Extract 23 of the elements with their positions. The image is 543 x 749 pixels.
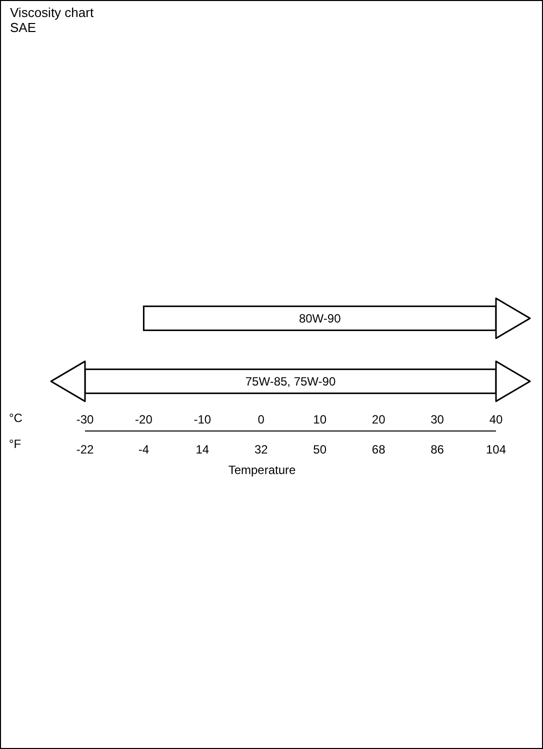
x-tick-label: -10 [194, 412, 212, 427]
x2-tick-label: 86 [430, 442, 444, 457]
x2-tick-label: 104 [486, 442, 506, 457]
chart-subtitle: SAE [10, 20, 38, 35]
chart-title: Viscosity chart [10, 5, 94, 20]
x2-tick-label: 14 [196, 442, 210, 457]
x-axis-title: Temperature [227, 463, 297, 477]
x-tick-label: -20 [135, 412, 153, 427]
y-tick-label: 75W-85, 75W-90 [245, 374, 336, 388]
x2-tick-label: 32 [254, 442, 268, 457]
y-tick-label: 80W-90 [298, 311, 342, 326]
text: °F [9, 437, 22, 451]
x-tick-label: 10 [313, 412, 327, 427]
text: °C [9, 411, 22, 425]
x2-tick-label: 68 [372, 442, 386, 457]
x2-tick-label: -22 [76, 442, 94, 457]
x2-tick-label: -4 [138, 442, 150, 457]
x-tick-label: 30 [430, 412, 444, 427]
x2-tick-label: 50 [313, 442, 327, 457]
x-tick-label: 40 [489, 412, 503, 427]
x-tick-label: -30 [76, 412, 94, 427]
x-tick-label: 0 [258, 412, 265, 427]
x-tick-label: 20 [372, 412, 386, 427]
